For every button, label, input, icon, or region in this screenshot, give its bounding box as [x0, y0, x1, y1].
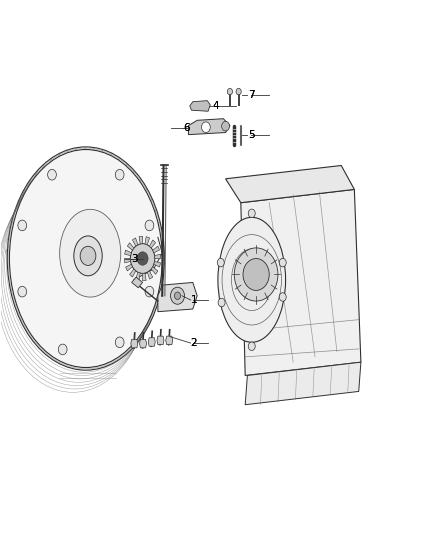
Circle shape	[218, 298, 225, 307]
Circle shape	[234, 248, 278, 301]
Polygon shape	[145, 237, 150, 245]
Text: 2: 2	[191, 338, 197, 348]
Polygon shape	[131, 340, 138, 348]
Polygon shape	[132, 238, 138, 246]
Circle shape	[58, 344, 67, 355]
Text: 1: 1	[191, 295, 197, 305]
Polygon shape	[136, 272, 140, 280]
Polygon shape	[130, 269, 136, 277]
Circle shape	[174, 292, 180, 300]
Text: 7: 7	[248, 90, 255, 100]
Polygon shape	[158, 282, 197, 312]
Text: 1: 1	[191, 295, 197, 305]
Circle shape	[170, 287, 184, 304]
Polygon shape	[154, 261, 161, 267]
Ellipse shape	[10, 150, 162, 368]
Circle shape	[131, 244, 155, 273]
Polygon shape	[124, 259, 131, 263]
Circle shape	[222, 122, 230, 131]
Polygon shape	[190, 101, 210, 111]
Polygon shape	[153, 246, 159, 253]
Polygon shape	[155, 254, 161, 259]
Polygon shape	[151, 267, 158, 274]
Ellipse shape	[218, 217, 286, 342]
Circle shape	[248, 342, 255, 351]
Polygon shape	[124, 250, 131, 256]
Circle shape	[145, 220, 154, 231]
Polygon shape	[147, 271, 153, 279]
Polygon shape	[241, 189, 361, 375]
Text: 4: 4	[212, 101, 219, 111]
Polygon shape	[245, 362, 361, 405]
Text: 4: 4	[212, 101, 219, 111]
Polygon shape	[143, 273, 146, 281]
Circle shape	[227, 88, 233, 95]
Text: 6: 6	[183, 123, 190, 133]
Circle shape	[115, 337, 124, 348]
Polygon shape	[148, 338, 155, 346]
Circle shape	[115, 169, 124, 180]
Circle shape	[279, 259, 286, 267]
Text: 7: 7	[248, 90, 255, 100]
Ellipse shape	[74, 236, 102, 276]
Circle shape	[18, 220, 27, 231]
Circle shape	[18, 286, 27, 297]
Polygon shape	[188, 119, 230, 135]
Circle shape	[236, 88, 241, 95]
Ellipse shape	[60, 209, 121, 297]
Polygon shape	[127, 243, 134, 251]
Circle shape	[248, 209, 255, 217]
Polygon shape	[126, 264, 132, 271]
Text: 3: 3	[131, 254, 138, 263]
Circle shape	[217, 259, 224, 267]
Circle shape	[48, 169, 57, 180]
Polygon shape	[139, 236, 143, 244]
Text: 2: 2	[191, 338, 197, 348]
Polygon shape	[166, 336, 173, 345]
Polygon shape	[157, 336, 164, 345]
Circle shape	[279, 293, 286, 301]
Text: 5: 5	[248, 130, 255, 140]
Polygon shape	[149, 240, 155, 248]
Circle shape	[201, 122, 210, 133]
Text: 3: 3	[131, 254, 138, 263]
Polygon shape	[226, 165, 354, 203]
Polygon shape	[140, 340, 147, 348]
Circle shape	[80, 246, 96, 265]
Polygon shape	[132, 277, 143, 288]
Text: 5: 5	[248, 130, 255, 140]
Circle shape	[145, 286, 154, 297]
Circle shape	[243, 259, 269, 290]
Circle shape	[137, 252, 148, 265]
Ellipse shape	[7, 147, 164, 370]
Text: 6: 6	[183, 123, 190, 133]
